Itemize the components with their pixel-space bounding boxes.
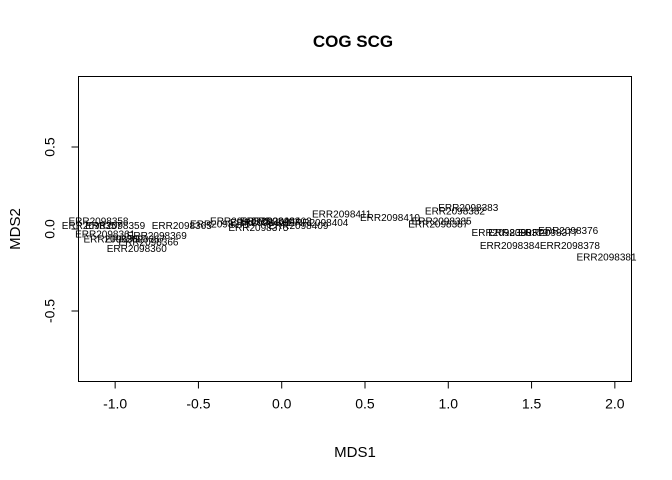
point-label: ERR2098367	[105, 234, 165, 245]
point-label: ERR2098404	[288, 218, 348, 229]
point-label: ERR2098360	[107, 244, 167, 255]
point-label: ERR2098378	[540, 241, 600, 252]
point-label: ERR2098387	[408, 220, 468, 231]
x-axis: -1.0 -0.5 0.0 0.5 1.0 1.5 2.0	[103, 381, 625, 412]
point-label: ERR2098377	[518, 228, 578, 239]
x-tick-label: 0.5	[355, 396, 375, 412]
x-axis-label: MDS1	[334, 444, 376, 461]
x-tick-label: 0.0	[272, 396, 292, 412]
point-label: ERR2098384	[480, 241, 540, 252]
point-labels: ERR2098383ERR2098382ERR2098385ERR2098387…	[62, 203, 637, 263]
point-label: ERR2098383	[438, 203, 498, 214]
point-label: ERR2098375	[228, 223, 288, 234]
point-label: ERR2098381	[576, 252, 636, 263]
point-label: ERR2098361	[75, 229, 135, 240]
y-tick-label: 0.5	[42, 137, 58, 157]
point-label: ERR2098369	[127, 231, 187, 242]
x-tick-label: 1.0	[439, 396, 459, 412]
point-label: ERR2098409	[268, 221, 328, 232]
point-label: ERR2098410	[360, 213, 420, 224]
x-tick-label: 2.0	[605, 396, 625, 412]
x-tick-label: -0.5	[186, 396, 210, 412]
point-label: ERR2098385	[412, 216, 472, 227]
point-label: ERR2098376	[538, 226, 598, 237]
point-label: ERR2098401	[230, 218, 290, 229]
point-label: ERR2098411	[312, 210, 372, 221]
point-label: ERR2098362	[83, 234, 143, 245]
point-label: ERR2098373	[210, 216, 270, 227]
point-label: ERR2098379	[488, 228, 548, 239]
point-label: ERR2098365	[152, 221, 212, 232]
point-label: ERR2098357	[62, 221, 122, 232]
point-label: ERR2098359	[85, 221, 145, 232]
y-tick-label: 0.0	[42, 219, 58, 239]
x-tick-label: 1.5	[522, 396, 542, 412]
point-label: ERR2098366	[118, 238, 178, 249]
point-label: ERR2098358	[68, 216, 128, 227]
x-tick-label: -1.0	[103, 396, 127, 412]
chart-title: COG SCG	[313, 32, 393, 51]
y-axis-label: MDS2	[7, 208, 24, 250]
point-label: ERR2098403	[252, 216, 312, 227]
point-label: ERR2098371	[190, 220, 250, 231]
y-tick-label: -0.5	[42, 299, 58, 323]
point-label: ERR2098402	[240, 216, 300, 227]
point-label: ERR2098382	[425, 206, 485, 217]
y-axis: -0.5 0.0 0.5	[42, 137, 79, 323]
point-label: ERR2098380	[472, 228, 532, 239]
